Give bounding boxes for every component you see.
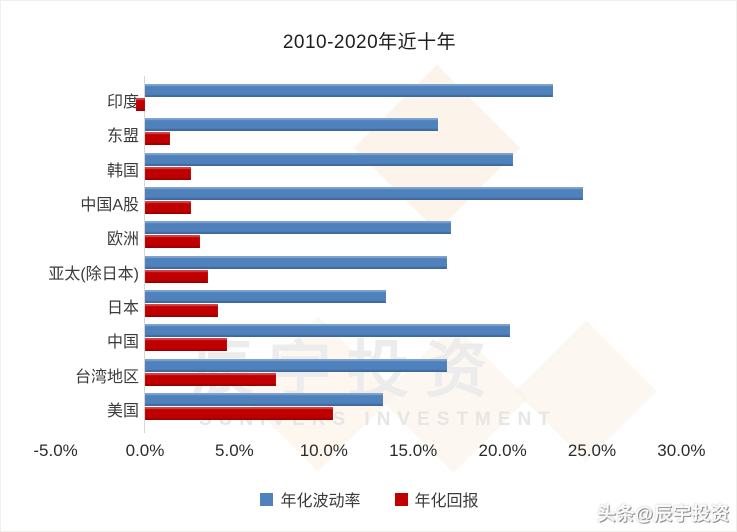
x-tick-label: 15.0% bbox=[389, 441, 438, 460]
bar-return bbox=[145, 166, 192, 180]
category-label: 美国 bbox=[106, 403, 139, 421]
bar-volatility bbox=[145, 324, 510, 338]
category-label: 欧洲 bbox=[106, 231, 139, 249]
bar-return bbox=[136, 98, 145, 111]
bar-return bbox=[145, 407, 333, 421]
category-label: 东盟 bbox=[106, 128, 139, 146]
bar-return bbox=[145, 201, 192, 215]
bar-volatility bbox=[145, 393, 383, 407]
category-label: 亚太(除日本) bbox=[48, 265, 139, 283]
bar-volatility bbox=[145, 152, 514, 166]
legend-label-return: 年化回报 bbox=[414, 493, 479, 510]
x-tick-label: 30.0% bbox=[657, 441, 706, 460]
x-tick-label: 0.0% bbox=[125, 441, 165, 460]
legend-item-return: 年化回报 bbox=[394, 487, 479, 511]
corner-watermark: 头条@辰宇投资 bbox=[597, 504, 730, 524]
x-tick-label: 10.0% bbox=[299, 441, 348, 460]
x-tick-label: 20.0% bbox=[478, 441, 527, 460]
legend: 年化波动率 年化回报 bbox=[1, 487, 737, 511]
bar-volatility bbox=[145, 84, 553, 97]
category-label: 台湾地区 bbox=[74, 368, 139, 386]
category-label: 中国 bbox=[106, 334, 139, 352]
bar-volatility bbox=[145, 290, 387, 304]
bar-volatility bbox=[145, 187, 584, 201]
bar-return bbox=[145, 372, 276, 386]
bar-return bbox=[145, 235, 201, 249]
chart-title: 2010-2020年近十年 bbox=[282, 32, 457, 53]
x-tick-label: 5.0% bbox=[215, 441, 254, 460]
bar-volatility bbox=[145, 255, 448, 269]
x-tick-label: 25.0% bbox=[567, 441, 617, 460]
category-label: 中国A股 bbox=[80, 197, 139, 215]
legend-swatch-return-icon bbox=[394, 492, 408, 506]
bar-volatility bbox=[145, 358, 448, 372]
bar-return bbox=[145, 132, 171, 146]
bar-return bbox=[145, 338, 228, 352]
category-label: 韩国 bbox=[106, 162, 139, 180]
bar-volatility bbox=[145, 118, 439, 132]
legend-label-volatility: 年化波动率 bbox=[280, 493, 361, 510]
legend-item-volatility: 年化波动率 bbox=[260, 487, 361, 511]
bar-return bbox=[145, 269, 208, 283]
category-label: 日本 bbox=[106, 300, 139, 318]
y-axis-line bbox=[144, 76, 145, 433]
legend-swatch-volatility-icon bbox=[260, 492, 274, 506]
bar-return bbox=[145, 304, 219, 318]
category-label: 印度 bbox=[106, 94, 139, 111]
x-tick-label: -5.0% bbox=[33, 441, 78, 460]
bar-volatility bbox=[145, 221, 451, 235]
